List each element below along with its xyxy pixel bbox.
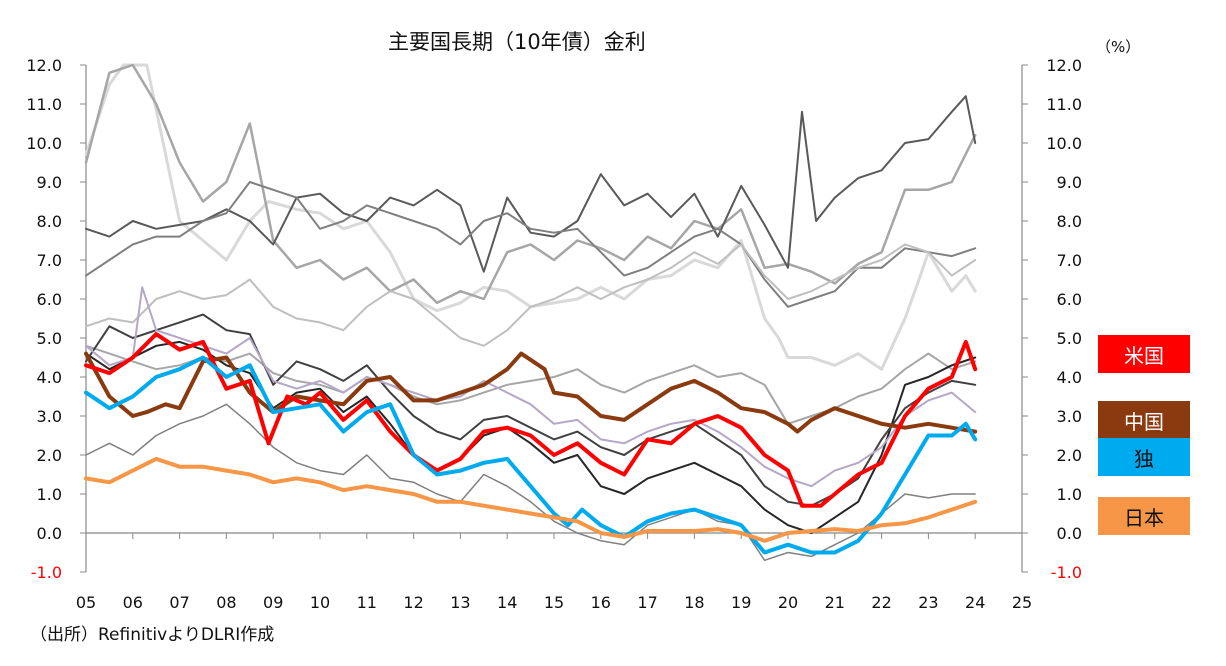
x-tick-label: 23 xyxy=(918,593,938,612)
x-tick-label: 13 xyxy=(450,593,470,612)
y-tick-label-right: 11.0 xyxy=(1046,95,1082,114)
y-tick-label-right: 6.0 xyxy=(1057,290,1082,309)
series-line-gray_a xyxy=(84,63,977,371)
y-tick-label-right: 8.0 xyxy=(1057,212,1082,231)
series-line-米国 xyxy=(84,332,978,508)
series-line-dark_b xyxy=(85,313,977,507)
series-line-日本 xyxy=(84,456,978,543)
x-tick-label: 20 xyxy=(778,593,798,612)
source-note: （出所）RefinitivよりDLRI作成 xyxy=(30,625,275,645)
x-tick-label: 11 xyxy=(357,593,377,612)
series-line-gray_b xyxy=(84,63,977,305)
y-tick-label-right: 5.0 xyxy=(1057,329,1082,348)
x-tick-label: 16 xyxy=(591,593,611,612)
y-tick-label-left: 10.0 xyxy=(26,134,62,153)
y-tick-label-right: 0.0 xyxy=(1057,524,1082,543)
y-tick-label-left: 3.0 xyxy=(37,407,62,426)
x-tick-label: 06 xyxy=(123,593,143,612)
axes xyxy=(80,64,1028,573)
y-tick-label-right: 4.0 xyxy=(1057,368,1082,387)
y-tick-label-right: 12.0 xyxy=(1046,56,1082,75)
unit-label: （%） xyxy=(1096,38,1141,56)
x-tick-label: 24 xyxy=(965,593,985,612)
y-tick-label-right: 10.0 xyxy=(1046,134,1082,153)
legend-us: 米国 xyxy=(1098,335,1190,373)
y-tick-label-left: 8.0 xyxy=(37,212,62,231)
x-tick-label: 19 xyxy=(731,593,751,612)
legend-china: 中国 xyxy=(1098,401,1190,439)
y-tick-label-left: -1.0 xyxy=(31,563,62,582)
series-line-lavender xyxy=(85,286,977,488)
y-tick-label-left: 11.0 xyxy=(26,95,62,114)
y-tick-label-left: 4.0 xyxy=(37,368,62,387)
series-line-gray_g xyxy=(85,403,976,562)
x-tick-label: 14 xyxy=(497,593,517,612)
x-tick-label: 08 xyxy=(216,593,236,612)
y-tick-label-right: 9.0 xyxy=(1057,173,1082,192)
y-tick-label-left: 9.0 xyxy=(37,173,62,192)
y-tick-label-right: 2.0 xyxy=(1057,446,1082,465)
series-line-gray_d xyxy=(85,181,977,308)
y-tick-label-left: 12.0 xyxy=(26,56,62,75)
legend-germany: 独 xyxy=(1098,438,1190,476)
y-tick-label-left: 2.0 xyxy=(37,446,62,465)
x-tick-label: 22 xyxy=(871,593,891,612)
y-tick-label-right: 3.0 xyxy=(1057,407,1082,426)
x-tick-label: 09 xyxy=(263,593,283,612)
series-line-中国 xyxy=(84,351,978,434)
x-tick-label: 18 xyxy=(684,593,704,612)
x-tick-label: 12 xyxy=(403,593,423,612)
series-lines xyxy=(84,63,978,562)
tick-labels: 12.0 12.0 11.0 11.0 10.0 10.0 9.0 9.0 8.0 8.0 7.0 7… xyxy=(26,56,1082,612)
series-line-独 xyxy=(84,355,978,555)
x-tick-label: 25 xyxy=(1012,593,1032,612)
y-tick-label-right: 7.0 xyxy=(1057,251,1082,270)
x-tick-label: 21 xyxy=(825,593,845,612)
series-line-gray_e xyxy=(85,243,977,347)
y-tick-label-right: 1.0 xyxy=(1057,485,1082,504)
x-tick-label: 10 xyxy=(310,593,330,612)
y-tick-label-right: -1.0 xyxy=(1051,563,1082,582)
y-tick-label-left: 6.0 xyxy=(37,290,62,309)
x-tick-label: 15 xyxy=(544,593,564,612)
x-tick-label: 17 xyxy=(637,593,657,612)
y-tick-label-left: 1.0 xyxy=(37,485,62,504)
x-tick-label: 07 xyxy=(169,593,189,612)
y-tick-label-left: 0.0 xyxy=(37,524,62,543)
legend-japan: 日本 xyxy=(1098,497,1190,535)
y-tick-label-left: 5.0 xyxy=(37,329,62,348)
y-tick-label-left: 7.0 xyxy=(37,251,62,270)
x-tick-label: 05 xyxy=(76,593,96,612)
chart-title: 主要国長期（10年債）金利 xyxy=(388,30,646,54)
series-line-gray_c xyxy=(85,95,977,273)
